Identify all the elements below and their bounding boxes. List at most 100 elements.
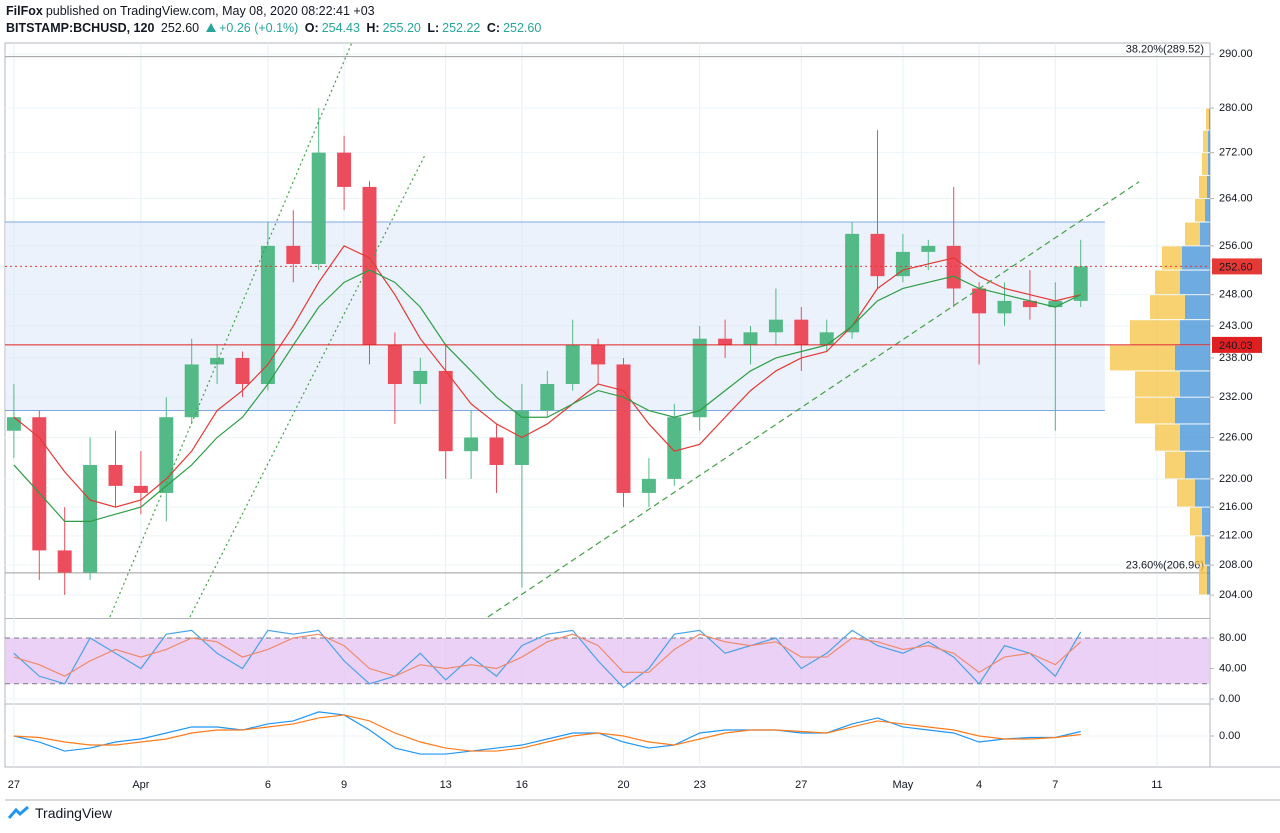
symbol: BITSTAMP:BCHUSD, 120 [6,21,155,35]
indicator-line [13,269,1081,522]
price-label: 240.03 [1219,340,1253,352]
indicator-line [13,711,1081,755]
indicator-line [13,714,1081,752]
candle-body [337,152,352,187]
profile-up [1182,246,1210,270]
profile-up [1209,108,1210,130]
ohlc-label: C: [486,21,501,35]
marks [5,42,1210,755]
axis: 27 Apr 6 9 13 16 20 23 27 May 4 7 11 290.00 280.00 272.… [8,48,1262,791]
candle-body [692,338,707,418]
candle-body [616,364,631,493]
change: +0.26 (+0.1%) [219,21,299,35]
candle-body [489,437,504,465]
profile-down [1150,295,1185,320]
candle-body [235,357,250,385]
profile-up [1175,397,1210,424]
zone [5,222,1105,411]
last-price: 252.60 [160,21,200,35]
x-tick-label: 11 [1151,779,1162,791]
profile-down [1195,536,1205,565]
profile-up [1202,507,1210,536]
indicator-line [13,629,1082,689]
candle-body [133,485,148,493]
x-tick-label: 13 [440,779,452,791]
candle-body [997,300,1012,314]
candle-body [57,550,72,573]
band [5,638,1210,684]
candle-body [972,288,987,314]
ohlc-label: H: [366,21,380,35]
candle-body [895,251,910,277]
x-tick-label: 9 [341,779,347,791]
candle-body [413,370,428,385]
x-tick-label: 4 [976,779,982,791]
candle-body [210,357,225,365]
profile-up [1200,222,1210,246]
profile-up [1205,536,1210,565]
y-tick-label: 238.00 [1219,352,1253,364]
trendline [487,181,1140,618]
profile-up [1205,199,1210,222]
profile-up [1180,270,1210,295]
indicator-line [13,245,1081,508]
logo [8,806,29,819]
candle-body [1073,266,1088,301]
fib-label: 38.20%(289.52) [1126,44,1204,56]
profile-down [1155,270,1180,295]
candle-body [286,245,301,264]
candle-body [845,233,860,333]
ohlc-value: 252.22 [442,21,481,35]
x-tick-label: May [893,779,914,791]
price-label-box [1212,336,1262,353]
y-tick-label: 256.00 [1219,240,1253,252]
candle-body [921,245,936,252]
y-tick-label: 280.00 [1219,102,1253,114]
x-tick-label: 27 [8,779,20,791]
trendline [109,42,353,618]
y-tick-label: 264.00 [1219,192,1253,204]
y-tick-label: 0.00 [1219,730,1240,742]
candle-body [667,417,682,479]
candle-body [768,319,783,333]
profile-down [1130,320,1180,345]
profile-down [1195,199,1205,222]
candle-body [83,464,98,573]
candle-body [819,332,834,346]
x-tick-label: 7 [1052,779,1058,791]
candle-body [108,464,123,486]
y-tick-label: 80.00 [1219,632,1247,644]
candle-body [1022,300,1037,308]
candle-body [362,186,377,346]
header: FilFox published on TradingView.com, May … [6,3,544,37]
candle-body [591,345,606,365]
y-tick-label: 216.00 [1219,501,1253,513]
publish-line: FilFox published on TradingView.com, May … [6,3,544,20]
x-tick-label: Apr [132,779,149,791]
profile-up [1208,130,1210,153]
candle-body [438,370,453,452]
y-tick-label: 243.00 [1219,320,1253,332]
candle-body [311,152,326,264]
y-tick-label: 0.00 [1219,693,1240,705]
published: published on TradingView.com, May 08, 20… [45,4,375,18]
profile-down [1203,130,1208,153]
ohlc-value: 255.20 [382,21,421,35]
profile-down [1110,345,1175,371]
candle-body [794,319,809,346]
profile-up [1208,153,1210,175]
candle-body [32,417,47,551]
profile-down [1135,397,1175,424]
candle-body [6,417,21,431]
candle-body [184,364,199,418]
x-tick-label: 23 [694,779,706,791]
profile-up [1207,565,1210,595]
fib-label: 23.60%(206.96) [1126,560,1204,572]
ohlc-label: O: [304,21,319,35]
candle-body [743,332,758,346]
y-tick-label: 212.00 [1219,530,1253,542]
brand: TradingView [35,805,113,821]
profile-up [1185,295,1210,320]
y-tick-label: 290.00 [1219,48,1253,60]
